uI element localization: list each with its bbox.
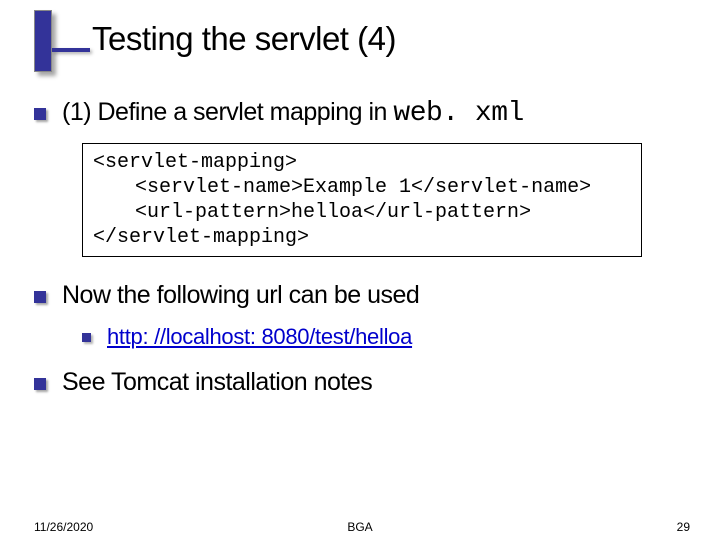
bullet-1-pre: (1) Define a servlet mapping in [62,98,393,126]
code-block: <servlet-mapping> <servlet-name>Example … [82,143,642,257]
bullet-3: See Tomcat installation notes [34,368,690,397]
title-accent-bar [34,10,52,72]
code-line-3: <url-pattern>helloa</url-pattern> [93,200,631,225]
footer-author: BGA [0,520,720,534]
bullet-3-text: See Tomcat installation notes [62,368,372,397]
url-link[interactable]: http: //localhost: 8080/test/helloa [107,324,412,350]
title-accent-line [52,48,90,52]
slide-title: Testing the servlet (4) [92,20,396,58]
code-line-2: <servlet-name>Example 1</servlet-name> [93,175,631,200]
bullet-square-icon [34,291,46,303]
bullet-2: Now the following url can be used [34,281,690,310]
bullet-square-icon [34,378,46,390]
bullet-1-text: (1) Define a servlet mapping in web. xml [62,98,524,129]
bullet-2-text: Now the following url can be used [62,281,419,310]
bullet-1: (1) Define a servlet mapping in web. xml [34,98,690,129]
bullet-square-small-icon [82,333,91,342]
slide-content: (1) Define a servlet mapping in web. xml… [34,98,690,411]
code-line-4: </servlet-mapping> [93,225,631,250]
bullet-square-icon [34,108,46,120]
code-line-1: <servlet-mapping> [93,150,631,175]
bullet-2-sub: http: //localhost: 8080/test/helloa [82,324,690,350]
footer-page-number: 29 [677,520,690,534]
bullet-1-mono: web. xml [393,98,523,129]
